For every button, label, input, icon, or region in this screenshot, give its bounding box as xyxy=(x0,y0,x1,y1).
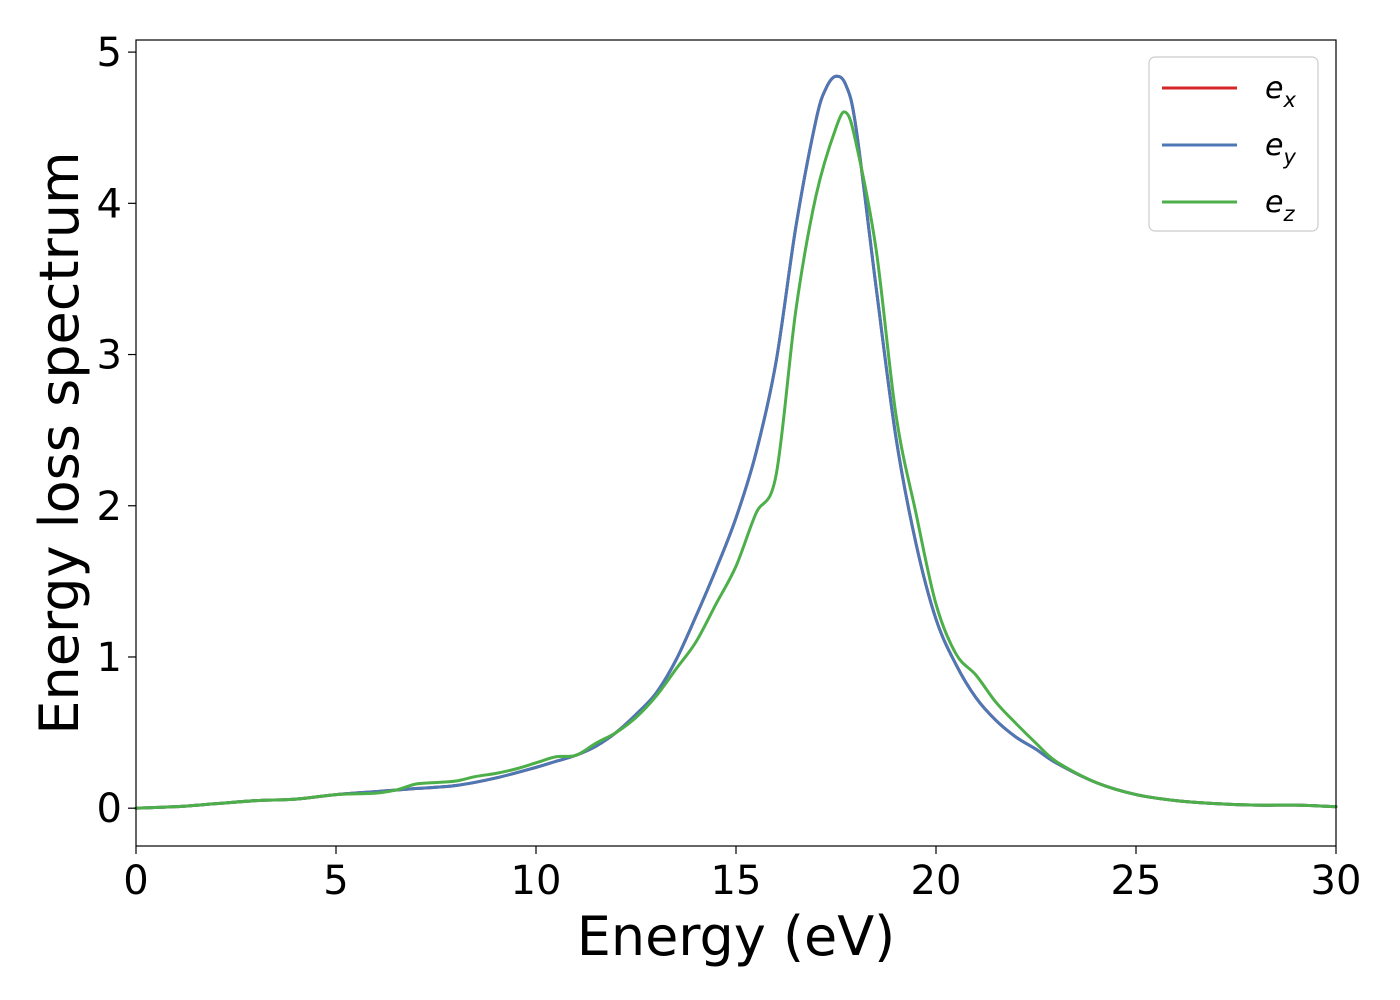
x-axis: 0 5 10 15 20 25 30 xyxy=(123,846,1361,904)
x-tick-label: 15 xyxy=(711,858,762,904)
y-tick-label: 0 xyxy=(97,786,122,832)
y-tick-label: 2 xyxy=(97,484,122,530)
y-tick-label: 1 xyxy=(97,635,122,681)
legend-label-y: ey xyxy=(1265,128,1296,169)
x-tick-label: 25 xyxy=(1111,858,1162,904)
x-tick-label: 30 xyxy=(1311,858,1362,904)
x-tick-label: 10 xyxy=(511,858,562,904)
y-tick-label: 4 xyxy=(97,181,122,227)
x-tick-label: 5 xyxy=(323,858,348,904)
series-line-z xyxy=(134,110,1338,810)
series-layer xyxy=(134,74,1338,810)
x-tick-label: 20 xyxy=(911,858,962,904)
y-tick-label: 5 xyxy=(97,30,122,76)
x-axis-title: Energy (eV) xyxy=(577,905,896,968)
legend-label-x: ex xyxy=(1265,71,1296,112)
legend: ex ey ez xyxy=(1148,56,1319,232)
x-tick-label: 0 xyxy=(123,858,148,904)
y-tick-label: 3 xyxy=(97,333,122,379)
legend-label-z: ez xyxy=(1265,185,1295,226)
series-line-y xyxy=(134,74,1338,810)
y-axis-title: Energy loss spectrum xyxy=(28,151,91,734)
y-axis: 0 1 2 3 4 5 xyxy=(97,30,136,832)
